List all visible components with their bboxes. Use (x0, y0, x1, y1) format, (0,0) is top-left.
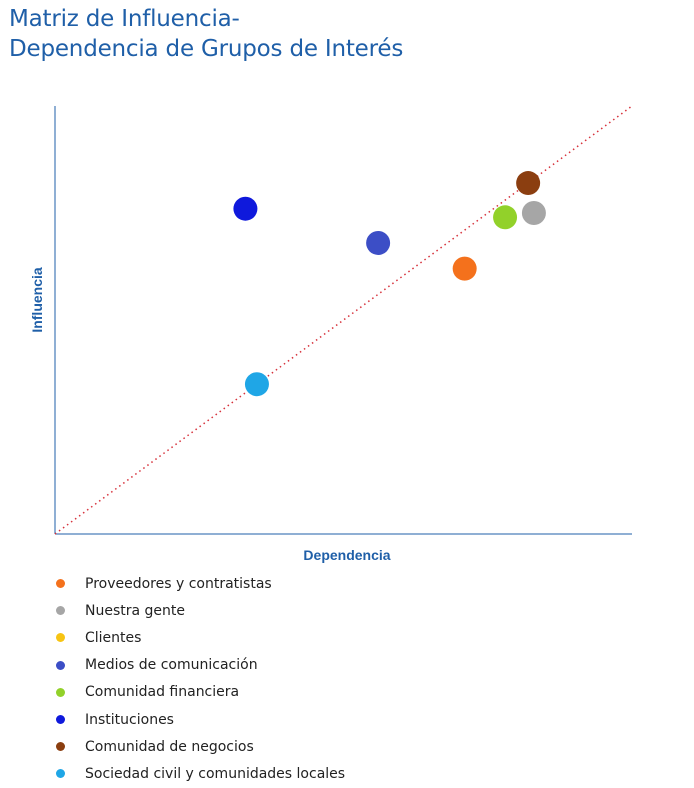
legend-item-nuestra-gente: Nuestra gente (50, 597, 345, 624)
point-sociedad-civil-y-comunidades-locales (244, 372, 269, 397)
y-axis-label: Influencia (29, 267, 45, 333)
legend-marker (56, 579, 65, 589)
legend-item-instituciones: Instituciones (50, 706, 345, 733)
legend-item-proveedores-y-contratistas: Proveedores y contratistas (50, 570, 345, 597)
legend-marker (56, 606, 65, 616)
legend-label: Nuestra gente (85, 602, 186, 619)
point-proveedores-y-contratistas (452, 256, 477, 281)
legend-marker (56, 742, 65, 752)
legend-marker (56, 769, 65, 779)
legend-label: Sociedad civil y comunidades locales (85, 765, 346, 782)
legend: Proveedores y contratistas Nuestra gente C… (50, 570, 345, 788)
point-comunidad-financiera (493, 205, 518, 230)
point-medios-de-comunicacion (366, 230, 391, 255)
scatter-plot: Dependencia Influencia (29, 105, 633, 563)
legend-item-clientes: Clientes (50, 624, 345, 651)
legend-item-comunidad-de-negocios: Comunidad de negocios (50, 733, 345, 760)
legend-marker (56, 715, 65, 725)
data-points (233, 171, 546, 397)
legend-label: Proveedores y contratistas (85, 575, 272, 592)
point-comunidad-de-negocios (516, 171, 541, 196)
legend-item-comunidad-financiera: Comunidad financiera (50, 679, 345, 706)
point-nuestra-gente (521, 201, 546, 225)
point-instituciones (233, 196, 258, 221)
diagonal-reference-line (54, 105, 633, 535)
legend-marker (56, 660, 65, 670)
legend-marker (56, 633, 65, 643)
legend-label: Clientes (85, 629, 142, 646)
legend-item-medios-de-comunicacion: Medios de comunicación (50, 652, 345, 679)
legend-label: Instituciones (85, 711, 174, 728)
legend-label: Medios de comunicación (85, 657, 258, 674)
title-line-1: Matriz de Influencia- (9, 6, 240, 32)
title-line-2: Dependencia de Grupos de Interés (9, 36, 404, 62)
x-axis-label: Dependencia (303, 547, 390, 563)
legend-marker (56, 687, 65, 697)
legend-item-sociedad-civil-y-comunidades-locales: Sociedad civil y comunidades locales (50, 760, 345, 787)
chart-title: Matriz de Influencia- Dependencia de Gru… (9, 4, 403, 64)
legend-label: Comunidad financiera (85, 684, 240, 701)
legend-label: Comunidad de negocios (85, 738, 254, 755)
